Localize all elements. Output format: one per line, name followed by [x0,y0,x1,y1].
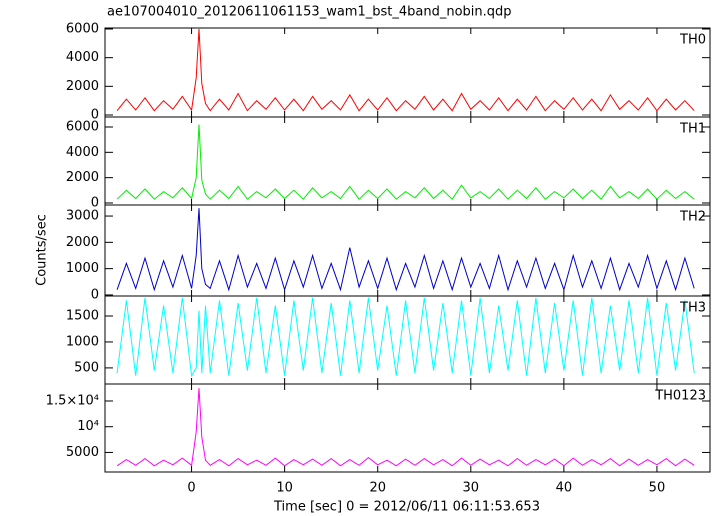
y-tick-label: 0 [91,287,99,302]
series-label: TH0123 [654,389,706,404]
y-tick-label: 1000 [66,334,99,349]
x-tick-label: 30 [463,481,480,496]
panel-frame [104,204,711,297]
panel-frame [104,295,711,385]
series-label: TH1 [679,122,706,137]
x-axis-label: Time [sec] 0 = 2012/06/11 06:11:53.653 [273,500,540,515]
y-tick-label: 5000 [66,445,99,460]
y-tick-label: 1000 [66,261,99,276]
chart-title: ae107004010_20120611061153_wam1_bst_4ban… [107,5,512,20]
y-tick-label: 4000 [66,50,99,65]
data-line [116,208,695,292]
panel-frame [104,383,711,473]
y-tick-label: 1500 [66,308,99,323]
x-tick-label: 50 [649,481,666,496]
x-tick-label: 20 [369,481,386,496]
y-tick-label: 0 [91,107,99,122]
panel-frame [104,27,711,118]
series-label: TH0 [679,33,706,48]
data-line [116,124,695,200]
y-tick-label: 1.5×10⁴ [46,393,99,408]
data-line [116,28,695,112]
y-tick-label: 4000 [66,145,99,160]
y-tick-label: 500 [74,360,99,375]
y-tick-label: 6000 [66,22,99,37]
y-tick-label: 10⁴ [77,419,99,434]
y-tick-label: 0 [91,195,99,210]
y-tick-label: 2000 [66,170,99,185]
series-label: TH2 [679,210,706,225]
x-tick-label: 10 [276,481,293,496]
data-line [116,388,695,467]
data-line [116,297,695,378]
y-tick-label: 6000 [66,120,99,135]
x-tick-label: 40 [556,481,573,496]
y-tick-label: 2000 [66,235,99,250]
panel-frame [104,116,711,206]
x-tick-label: 0 [187,481,195,496]
y-tick-label: 2000 [66,79,99,94]
y-axis-label: Counts/sec [35,214,50,286]
y-tick-label: 3000 [66,209,99,224]
series-label: TH3 [679,301,706,316]
